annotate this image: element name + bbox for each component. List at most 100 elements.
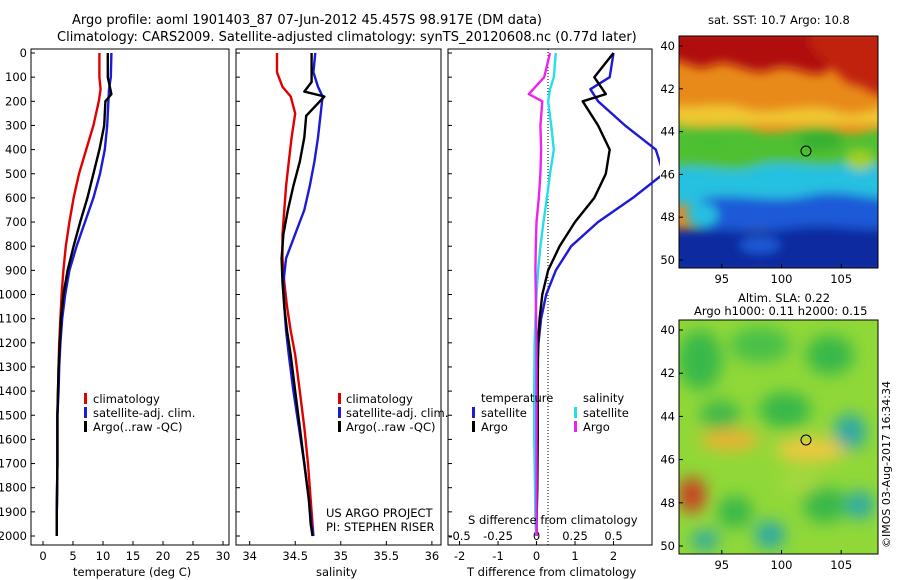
temperature-legend: climatology satellite-adj. clim. Argo(..…: [84, 392, 195, 434]
temperature-x-tick-label: 0: [39, 549, 46, 563]
legend-swatch-argo: [84, 421, 87, 432]
legend-label-satellite: satellite-adj. clim.: [93, 406, 195, 420]
s-difference-label: S difference from climatology: [468, 513, 638, 527]
depth-tick-label: 1800: [0, 481, 27, 495]
legend-title-salinity: salinity: [583, 391, 624, 405]
legend-swatch-t-satellite: [472, 407, 475, 418]
sst-map-frame: [678, 35, 879, 269]
legend-label-satellite: satellite-adj. clim.: [346, 406, 448, 420]
depth-tick-label: 1900: [0, 505, 27, 519]
salinity-legend: climatology satellite-adj. clim. Argo(..…: [338, 392, 448, 434]
series-line-argo-raw-qc-: [280, 53, 326, 537]
map-y-tick-label: -42: [660, 366, 675, 380]
temperature-x-tick-label: 15: [126, 549, 141, 563]
legend-swatch-s-argo: [574, 421, 577, 432]
legend-label-s-satellite: satellite: [583, 406, 629, 420]
legend-label-t-argo: Argo: [481, 420, 508, 434]
salinity-x-tick-label: 34.5: [282, 549, 308, 563]
sst-map: [679, 36, 878, 268]
map-y-tick-label: -42: [660, 82, 675, 96]
map-y-tick-label: -40: [660, 39, 675, 53]
map-x-tick-label: 105: [830, 558, 852, 572]
depth-tick-label: 500: [5, 167, 27, 181]
argo-float-marker: [800, 434, 812, 446]
legend-label-argo: Argo(..raw -QC): [346, 420, 436, 434]
salinity-profiles: [275, 52, 326, 537]
map-y-tick-label: -50: [660, 539, 675, 553]
legend-label-climatology: climatology: [346, 392, 413, 406]
legend-swatch-argo: [338, 421, 341, 432]
difference-x-tick-label: 2: [610, 549, 617, 563]
depth-tick-label: 1500: [0, 408, 27, 422]
salinity-x-tick-label: 36: [425, 549, 440, 563]
depth-tick-label: 200: [5, 94, 27, 108]
salinity-panel-frame: [235, 48, 442, 546]
difference-legend: temperature salinity satellite Argo sate…: [472, 391, 629, 434]
depth-tick-label: 100: [5, 70, 27, 84]
difference-x-tick-label: -1: [492, 549, 503, 563]
difference-x-tick-label: -2: [454, 549, 465, 563]
map-x-tick-label: 95: [714, 558, 729, 572]
legend-label-climatology: climatology: [93, 392, 160, 406]
difference-profiles: [527, 52, 660, 537]
legend-swatch-s-satellite: [574, 407, 577, 418]
legend-swatch-satellite: [84, 407, 87, 418]
header-title: Argo profile: aoml 1901403_87 07-Jun-201…: [72, 13, 542, 28]
legend-label-s-argo: Argo: [583, 420, 610, 434]
depth-tick-label: 1400: [0, 384, 27, 398]
s-difference-tick-label: -0.5: [448, 529, 470, 543]
depth-tick-label: 1700: [0, 457, 27, 471]
legend-label-t-satellite: satellite: [481, 406, 527, 420]
difference-x-axis: -2 -1 0 1 2-0.5 -0.25 0 0.25 0.5: [448, 529, 622, 563]
depth-tick-label: 0: [20, 46, 27, 60]
difference-xlabel: T difference from climatology: [466, 565, 637, 579]
sla-map-subtitle: Argo h1000: 0.11 h2000: 0.15: [694, 304, 867, 318]
difference-x-tick-label: 0: [533, 549, 540, 563]
sla-map-title: Altim. SLA: 0.22: [738, 291, 830, 305]
temperature-x-tick-label: 30: [216, 549, 231, 563]
map-y-tick-label: -46: [660, 167, 675, 181]
map-y-tick-label: -40: [660, 323, 675, 337]
map-x-tick-label: 105: [830, 272, 852, 286]
header-subtitle: Climatology: CARS2009. Satellite-adjuste…: [57, 30, 637, 45]
temperature-panel-frame: [30, 48, 230, 546]
sla-map: [679, 320, 878, 554]
map-y-tick-label: -44: [660, 409, 675, 423]
salinity-xlabel: salinity: [316, 565, 357, 579]
depth-tick-label: 1600: [0, 432, 27, 446]
map-panels: sat. SST: 10.7 Argo: 10.8 Altim. SLA: 0.…: [660, 13, 893, 572]
depth-tick-label: 600: [5, 191, 27, 205]
series-line-satellite-adj-clim-: [282, 52, 324, 537]
temperature-x-axis: 0 5 10 15 20 25 30: [39, 541, 230, 563]
profile-panels: 0100200300400500600700800900100011001200…: [0, 46, 660, 579]
temperature-x-tick-label: 25: [186, 549, 201, 563]
legend-title-temperature: temperature: [481, 391, 553, 405]
legend-swatch-climatology: [338, 393, 341, 404]
sst-map-title: sat. SST: 10.7 Argo: 10.8: [708, 13, 850, 27]
s-difference-tick-label: 0.25: [562, 529, 588, 543]
sla-map-frame: [678, 319, 879, 555]
depth-axis: 0 100 200 300 400 500 600 700 800 900 1000 1100 1200…: [0, 46, 452, 543]
map-y-tick-label: -50: [660, 253, 675, 267]
map-y-tick-label: -48: [660, 210, 675, 224]
temperature-x-tick-label: 20: [156, 549, 171, 563]
map-x-tick-label: 100: [771, 272, 793, 286]
series-line-argo-raw-qc-: [55, 53, 113, 536]
map-x-tick-label: 100: [771, 558, 793, 572]
temperature-profiles: [55, 52, 113, 536]
salinity-x-tick-label: 35.5: [374, 549, 400, 563]
difference-panel-frame: [447, 48, 653, 546]
map-x-tick-label: 95: [714, 272, 729, 286]
credit-pi: PI: STEPHEN RISER: [326, 520, 435, 534]
temperature-x-tick-label: 5: [69, 549, 76, 563]
depth-tick-label: 1300: [0, 360, 27, 374]
series-line-salinity-satellite: [533, 52, 557, 537]
timestamp-stamp: ©IMOS 03-Aug-2017 16:34:34: [880, 381, 893, 548]
depth-tick-label: 900: [5, 263, 27, 277]
depth-tick-label: 300: [5, 118, 27, 132]
depth-tick-label: 1100: [0, 312, 27, 326]
map-y-tick-label: -48: [660, 496, 675, 510]
argo-float-marker: [800, 145, 812, 157]
depth-tick-label: 1000: [0, 288, 27, 302]
legend-swatch-climatology: [84, 393, 87, 404]
